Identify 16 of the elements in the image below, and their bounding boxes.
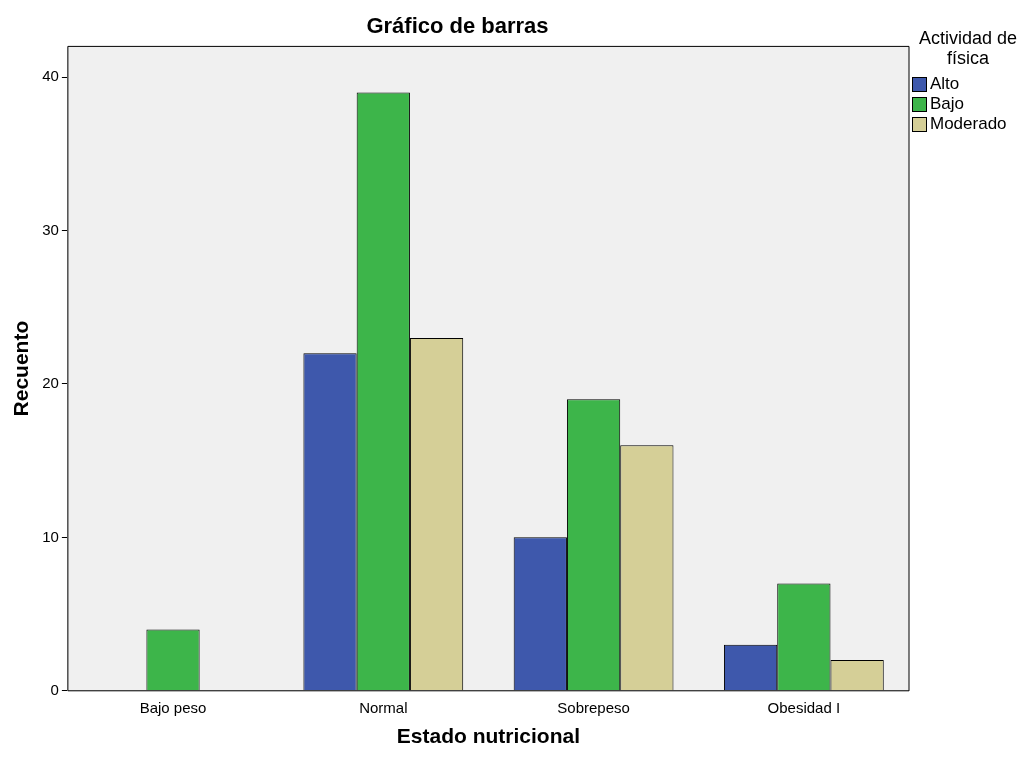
y-tick-label: 20 bbox=[42, 374, 59, 392]
y-axis-title: Recuento bbox=[9, 320, 33, 417]
x-tick-label: Obesidad I bbox=[767, 698, 841, 716]
legend-label: Bajo bbox=[930, 94, 965, 114]
chart-title: Gráfico de barras bbox=[366, 13, 549, 39]
legend-label: Alto bbox=[930, 74, 960, 94]
y-tick-label: 30 bbox=[42, 220, 59, 238]
y-tick-label: 40 bbox=[42, 67, 59, 85]
x-axis-title: Estado nutricional bbox=[396, 724, 581, 748]
x-tick-label: Sobrepeso bbox=[557, 698, 630, 716]
x-tick-label: Bajo peso bbox=[139, 698, 207, 716]
y-tick-label: 0 bbox=[50, 680, 59, 698]
legend-title: Actividad de física bbox=[917, 28, 1019, 68]
y-tick-label: 10 bbox=[42, 527, 59, 545]
legend-label: Moderado bbox=[930, 114, 1007, 134]
x-tick-label: Normal bbox=[359, 698, 408, 716]
